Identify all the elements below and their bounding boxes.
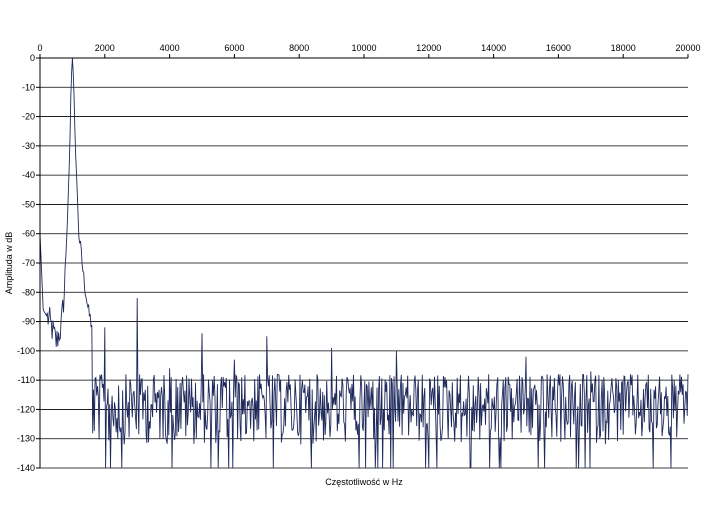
y-tick-label: -10 bbox=[22, 82, 35, 92]
y-tick-label: -130 bbox=[17, 434, 35, 444]
x-tick-label: 20000 bbox=[675, 43, 700, 53]
y-tick-label: -40 bbox=[22, 170, 35, 180]
y-tick-label: -110 bbox=[18, 375, 35, 385]
x-tick-label: 2000 bbox=[95, 43, 115, 53]
x-tick-label: 0 bbox=[37, 43, 42, 53]
x-tick-label: 14000 bbox=[481, 43, 506, 53]
x-tick-label: 6000 bbox=[224, 43, 244, 53]
x-tick-label: 18000 bbox=[611, 43, 636, 53]
y-tick-labels: 0 -10 -20 -30 -40 -50 -60 -70 -80 -90 -100 -110 -120… bbox=[17, 53, 35, 473]
x-tick-label: 10000 bbox=[351, 43, 376, 53]
series-line bbox=[39, 57, 689, 469]
x-tick-label: 4000 bbox=[160, 43, 180, 53]
series-layer bbox=[39, 57, 689, 469]
y-tick-label: -20 bbox=[22, 112, 35, 122]
x-tick-labels: 0 2000 4000 6000 8000 10000 12000 14000 16000 180… bbox=[37, 43, 701, 58]
y-tick-label: -80 bbox=[22, 287, 35, 297]
y-tick-label: -30 bbox=[22, 141, 35, 151]
y-tick-label: -120 bbox=[17, 404, 35, 414]
y-tick-label: 0 bbox=[30, 53, 35, 63]
x-axis-label: Częstotliwość w Hz bbox=[325, 477, 403, 487]
x-tick-label: 12000 bbox=[416, 43, 441, 53]
x-tick-label: 8000 bbox=[289, 43, 309, 53]
y-tick-label: -100 bbox=[17, 346, 35, 356]
y-tick-label: -140 bbox=[17, 463, 35, 473]
y-tick-label: -60 bbox=[22, 229, 35, 239]
x-tick-label: 16000 bbox=[546, 43, 571, 53]
y-tick-label: -70 bbox=[22, 258, 35, 268]
y-tick-label: -90 bbox=[22, 317, 35, 327]
y-tick-label: -50 bbox=[22, 199, 35, 209]
y-axis-label: Amplituda w dB bbox=[4, 232, 14, 295]
